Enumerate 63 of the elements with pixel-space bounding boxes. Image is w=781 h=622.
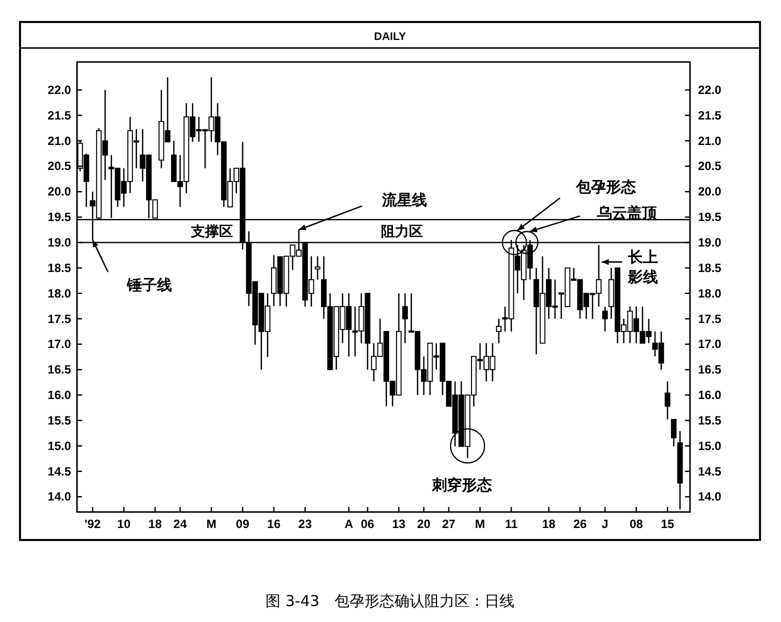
- y-tick-label: 15.5: [48, 413, 72, 428]
- annotation: 流星线: [381, 191, 427, 209]
- y-tick-label: 19.0: [48, 236, 72, 250]
- annotation: 刺穿形态: [431, 476, 492, 494]
- y2-tick-label: 21.5: [698, 108, 722, 122]
- x-tick-label: 20: [417, 517, 431, 531]
- y-tick-label: 17.0: [48, 337, 72, 352]
- y2-tick-label: 14.0: [698, 490, 722, 504]
- x-tick-label: 27: [442, 517, 456, 531]
- x-tick-label: 15: [660, 517, 674, 531]
- annotation: 支撑区: [190, 224, 233, 240]
- y2-tick-label: 17.0: [698, 337, 722, 352]
- x-tick-label: 26: [573, 517, 588, 531]
- y2-tick-label: 20.5: [698, 159, 722, 174]
- y2-tick-label: 18.5: [698, 260, 722, 275]
- x-tick-label: 08: [630, 517, 644, 531]
- y2-tick-label: 15.0: [698, 438, 722, 453]
- y2-tick-label: 21.0: [698, 134, 722, 148]
- y-tick-label: 18.0: [48, 286, 72, 300]
- x-tick-label: M: [475, 517, 486, 531]
- x-tick-label: 13: [392, 517, 406, 531]
- annotation: 长上影线: [627, 248, 658, 286]
- x-tick-label: 11: [504, 517, 518, 531]
- y2-tick-label: 19.0: [698, 236, 722, 250]
- y2-tick-label: 22.0: [698, 82, 722, 97]
- y2-tick-label: 19.5: [698, 210, 722, 224]
- y2-tick-label: 17.5: [698, 312, 722, 326]
- x-tick-label: 06: [360, 517, 375, 531]
- y2-tick-label: 16.0: [698, 388, 722, 402]
- annotation: 包孕形态: [575, 178, 636, 196]
- y-tick-label: 20.0: [48, 184, 72, 199]
- y-tick-label: 19.5: [48, 210, 72, 224]
- y2-tick-label: 14.5: [698, 464, 722, 478]
- y2-tick-label: 20.0: [698, 184, 722, 199]
- y-tick-label: 22.0: [48, 82, 72, 97]
- caption: 图 3-43 包孕形态确认阻力区：日线: [266, 592, 514, 610]
- x-tick-label: J: [602, 517, 608, 531]
- y-tick-label: 18.5: [48, 260, 72, 275]
- annotation: 锤子线: [126, 276, 172, 294]
- y-tick-label: 16.5: [48, 362, 72, 377]
- x-tick-label: 23: [298, 517, 312, 531]
- x-tick-label: A: [344, 517, 354, 531]
- x-tick-label: 24: [173, 517, 188, 531]
- x-tick-label: 16: [267, 517, 281, 531]
- x-tick-label: '92: [84, 517, 102, 531]
- y-tick-label: 15.0: [48, 438, 72, 453]
- annotation: 阻力区: [380, 224, 423, 240]
- y-tick-label: 16.0: [48, 388, 72, 402]
- y-tick-label: 20.5: [48, 159, 72, 174]
- x-tick-label: 10: [117, 517, 131, 531]
- chart-title: DAILY: [374, 31, 407, 43]
- x-tick-label: 18: [148, 517, 162, 531]
- y-tick-label: 17.5: [48, 312, 72, 326]
- x-tick-label: M: [206, 517, 216, 531]
- y-tick-label: 21.5: [48, 108, 72, 122]
- x-tick-label: 18: [542, 517, 556, 531]
- y2-tick-label: 18.0: [698, 286, 722, 300]
- x-tick-label: 09: [236, 517, 250, 531]
- y-tick-label: 14.0: [48, 490, 72, 504]
- y2-tick-label: 15.5: [698, 413, 722, 428]
- y-tick-label: 14.5: [48, 464, 72, 478]
- y-tick-label: 21.0: [48, 134, 72, 148]
- y2-tick-label: 16.5: [698, 362, 722, 377]
